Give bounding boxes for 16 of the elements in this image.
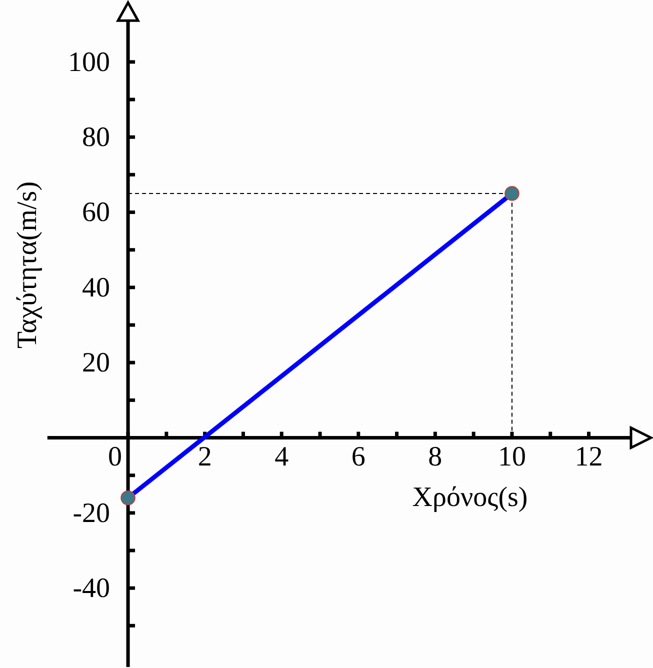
x-axis-title: Χρόνος(s) bbox=[412, 482, 528, 513]
y-tick-label: 20 bbox=[82, 348, 110, 379]
y-tick-label: -20 bbox=[72, 498, 110, 529]
y-tick-label: 60 bbox=[82, 197, 110, 228]
x-tick-label: 12 bbox=[574, 442, 603, 473]
x-tick-label: 8 bbox=[428, 442, 442, 473]
y-tick-label: -40 bbox=[72, 573, 110, 604]
y-tick-label: 100 bbox=[68, 46, 110, 78]
x-tick-label: 2 bbox=[198, 442, 212, 473]
x-tick-label: 4 bbox=[274, 442, 289, 473]
x-tick-label: 6 bbox=[351, 442, 366, 473]
y-tick-label: 80 bbox=[82, 122, 110, 154]
x-tick-label: 0 bbox=[108, 442, 122, 473]
x-tick-label: 10 bbox=[498, 442, 526, 473]
y-tick-label: 40 bbox=[82, 272, 110, 304]
y-axis-title: Ταχύτητα(m/s) bbox=[12, 181, 43, 349]
